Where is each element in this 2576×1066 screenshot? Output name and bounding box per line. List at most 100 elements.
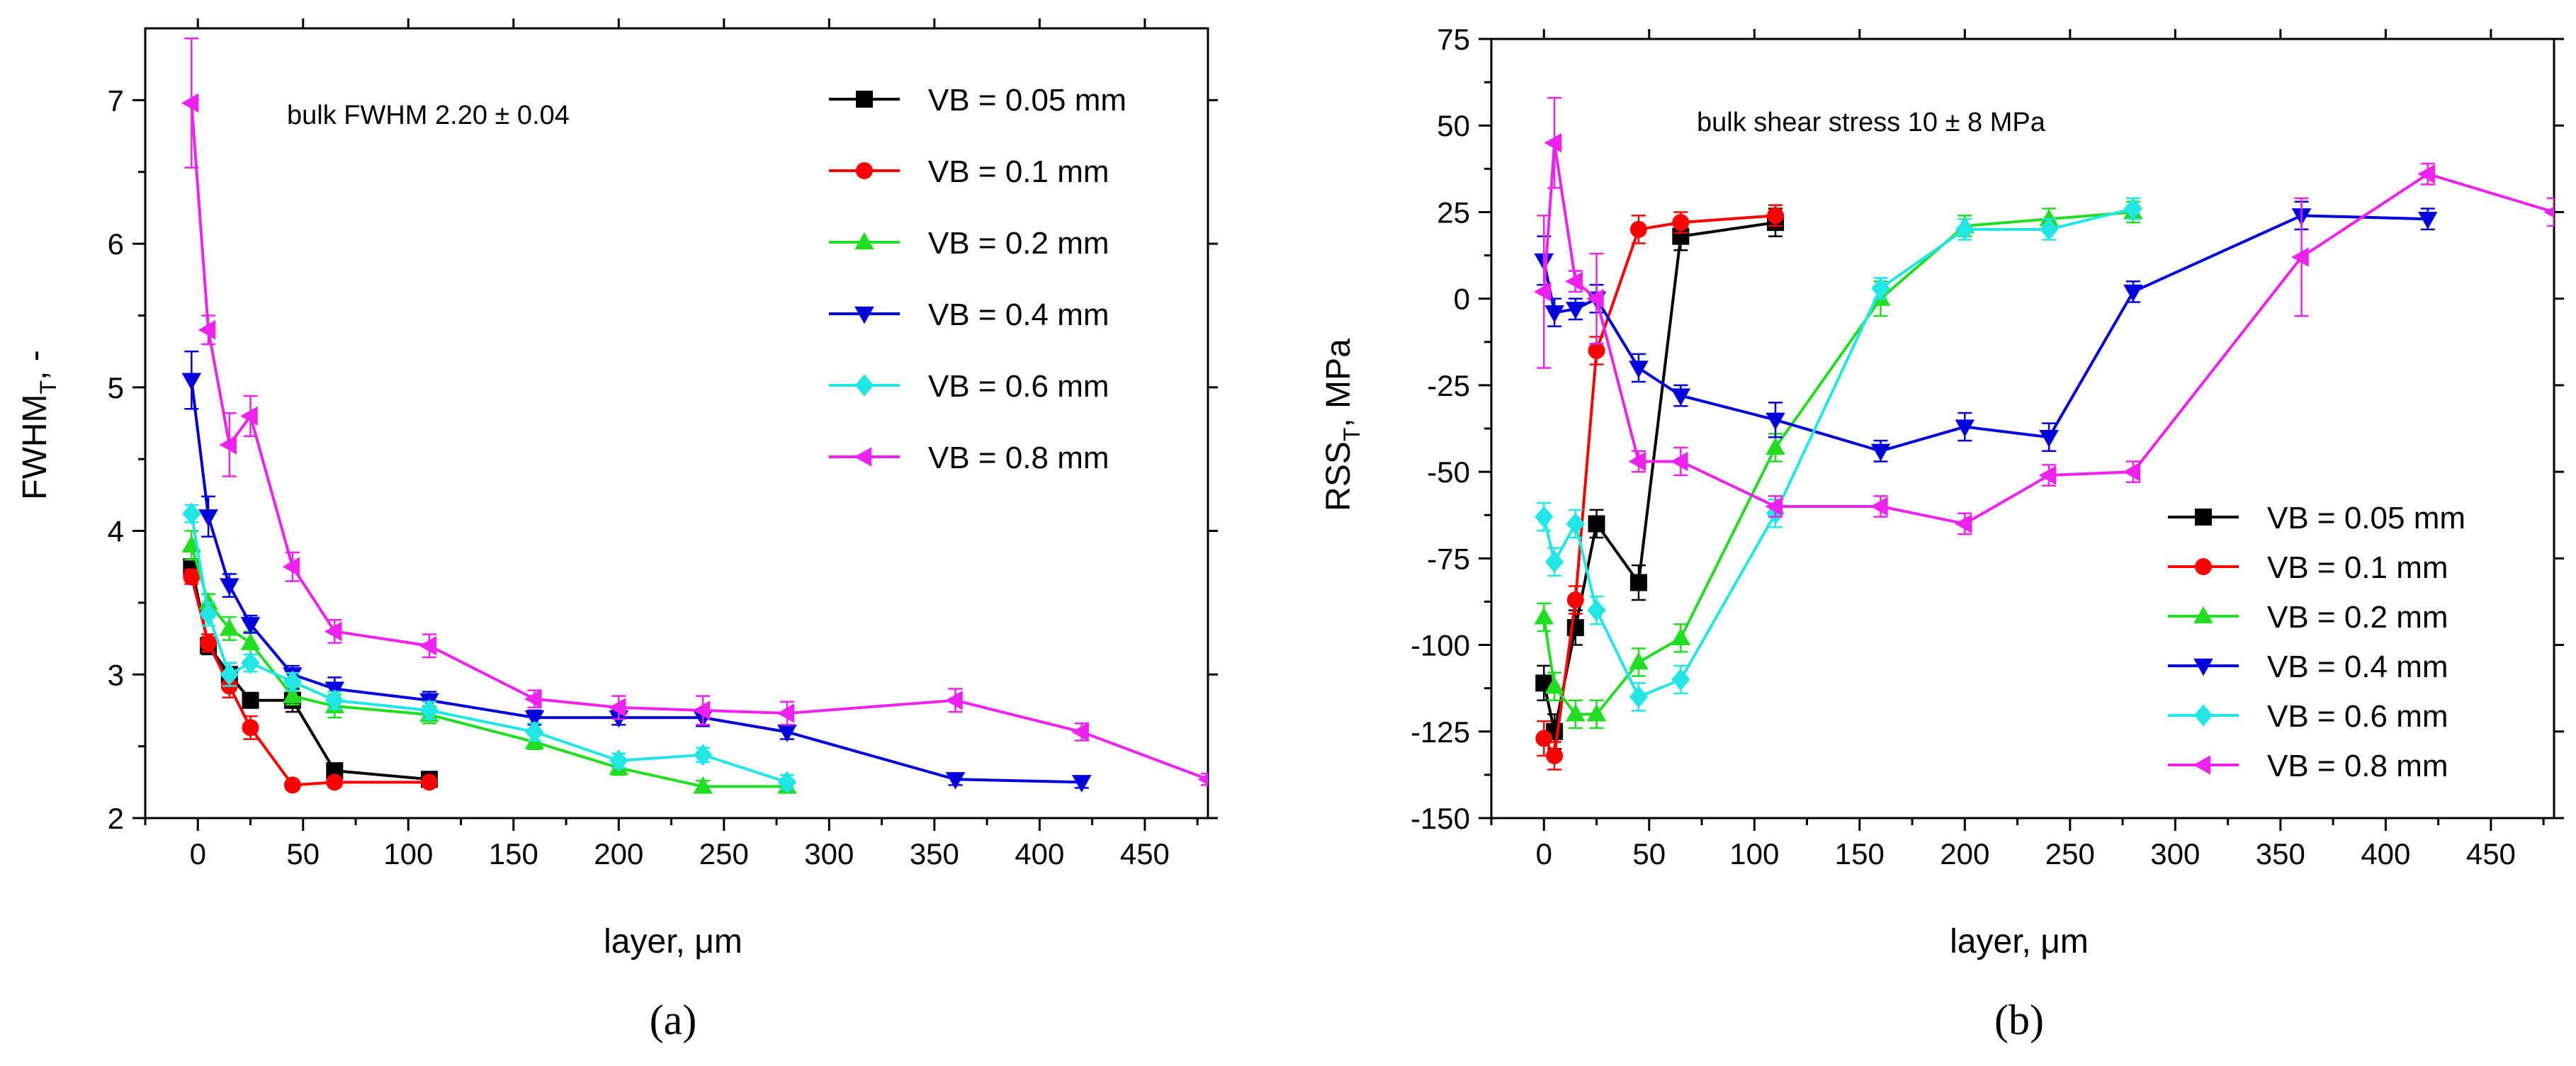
chart-panel-a: 0 50 100 150 200 250 300 350 400 450 2 3 4 5 6 7 bulk FW… xyxy=(16,18,1218,1043)
data-point xyxy=(1588,515,1605,533)
legend-label: VB = 0.6 mm xyxy=(2267,699,2448,734)
legend-label: VB = 0.05 mm xyxy=(928,83,1126,118)
y-tick-label: 25 xyxy=(1437,195,1470,229)
legend-label: VB = 0.8 mm xyxy=(2267,749,2448,783)
data-point xyxy=(2417,164,2435,184)
data-point xyxy=(1954,514,1972,534)
data-point xyxy=(2123,284,2143,302)
data-area xyxy=(181,37,1208,794)
data-point xyxy=(242,691,259,709)
data-point xyxy=(692,701,711,720)
x-tick-label: 450 xyxy=(1120,837,1170,871)
data-point xyxy=(1955,218,1975,241)
data-point xyxy=(1587,599,1606,622)
data-point xyxy=(2291,247,2309,267)
legend-marker xyxy=(854,232,874,250)
x-tick-label: 50 xyxy=(1632,837,1666,871)
annotation: bulk shear stress 10 ± 8 MPa xyxy=(1697,108,2046,137)
data-point xyxy=(1546,747,1564,764)
series-0 xyxy=(1535,208,1784,750)
legend: VB = 0.05 mm VB = 0.1 mm VB = 0.2 mm VB = 0… xyxy=(829,83,1126,475)
y-tick-label: 4 xyxy=(108,515,124,548)
data-point xyxy=(181,373,202,391)
y-tick-label: -25 xyxy=(1427,369,1470,402)
legend-marker xyxy=(2195,558,2212,575)
legend-item: VB = 0.4 mm xyxy=(2168,650,2448,684)
data-point xyxy=(693,776,713,794)
data-point xyxy=(2123,462,2141,482)
x-axis-label: layer, μm xyxy=(604,923,742,960)
data-point xyxy=(609,749,628,772)
x-tick-label: 450 xyxy=(2466,837,2516,871)
x-tick-label: 200 xyxy=(1940,837,1989,871)
data-point xyxy=(198,592,218,611)
data-point xyxy=(220,618,239,636)
data-point xyxy=(420,773,438,791)
data-point xyxy=(1955,419,1975,437)
data-point xyxy=(1071,722,1089,742)
data-point xyxy=(1629,361,1649,378)
data-point xyxy=(242,719,259,737)
legend-marker xyxy=(856,91,873,108)
y-tick-label: 50 xyxy=(1437,109,1470,142)
legend-label: VB = 0.1 mm xyxy=(928,154,1109,189)
data-point xyxy=(524,710,545,728)
legend-label: VB = 0.4 mm xyxy=(2267,650,2448,684)
legend-item: VB = 0.8 mm xyxy=(2168,749,2448,783)
x-tick-label: 400 xyxy=(1015,837,1064,871)
data-point xyxy=(1544,132,1562,153)
series-5 xyxy=(1533,96,2554,535)
data-point xyxy=(241,652,260,674)
data-point xyxy=(219,435,237,455)
y-tick-label: -75 xyxy=(1427,542,1470,575)
data-point xyxy=(1671,668,1690,691)
data-point xyxy=(1629,574,1647,591)
x-tick-label: 100 xyxy=(383,837,433,871)
legend-label: VB = 0.6 mm xyxy=(928,369,1109,404)
x-tick-label: 150 xyxy=(489,837,538,871)
x-tick-label: 300 xyxy=(804,837,854,871)
x-tick-label: 350 xyxy=(910,837,959,871)
data-point xyxy=(1766,412,1785,431)
data-area xyxy=(1533,96,2554,771)
data-point xyxy=(1765,497,1783,516)
data-point xyxy=(777,771,797,793)
y-tick-label: -50 xyxy=(1427,455,1470,489)
data-point xyxy=(1566,302,1586,319)
data-point xyxy=(945,772,966,790)
data-point xyxy=(1629,686,1649,708)
legend-label: VB = 0.2 mm xyxy=(2267,600,2448,635)
legend-item: VB = 0.05 mm xyxy=(2168,501,2465,535)
legend-marker xyxy=(2193,755,2211,775)
data-point xyxy=(220,578,239,596)
legend-label: VB = 0.4 mm xyxy=(928,297,1109,332)
legend-item: VB = 0.2 mm xyxy=(829,226,1109,261)
x-tick-label: 350 xyxy=(2256,837,2305,871)
data-point xyxy=(945,690,963,710)
data-point xyxy=(220,663,239,686)
data-point xyxy=(240,617,261,635)
x-tick-label: 250 xyxy=(2045,837,2095,871)
series-1 xyxy=(1535,204,1784,771)
data-point xyxy=(1566,703,1586,722)
y-tick-label: 0 xyxy=(1454,283,1470,316)
legend-item: VB = 0.8 mm xyxy=(829,441,1109,475)
y-tick-label: 75 xyxy=(1437,23,1470,56)
data-point xyxy=(183,568,200,586)
legend-marker xyxy=(856,162,873,179)
legend-label: VB = 0.2 mm xyxy=(928,226,1109,261)
data-point xyxy=(2039,218,2059,241)
series-3 xyxy=(181,350,1092,793)
data-point xyxy=(182,502,201,525)
data-point xyxy=(1629,220,1647,238)
data-point xyxy=(419,699,439,722)
series-line xyxy=(190,513,788,784)
data-point xyxy=(1197,773,1208,786)
data-point xyxy=(283,776,301,794)
data-point xyxy=(1535,506,1554,528)
data-point xyxy=(525,720,544,743)
legend-marker xyxy=(854,306,874,324)
data-point xyxy=(1629,652,1649,670)
x-axis-label: layer, μm xyxy=(1950,923,2089,960)
